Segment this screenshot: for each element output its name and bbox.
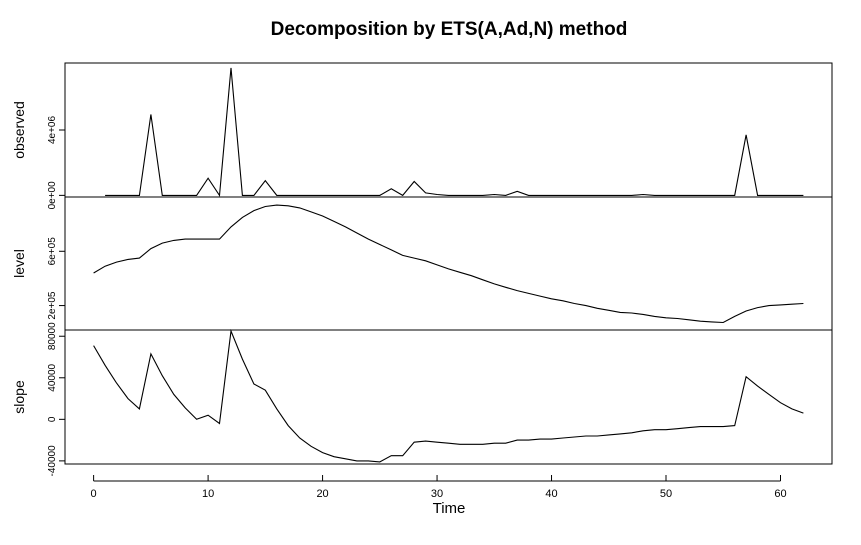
series-line-level <box>93 204 804 324</box>
panel-frame-slope <box>64 329 833 465</box>
panel-observed: 0e+00 4e+06 observed <box>11 62 833 210</box>
series-line-observed <box>105 67 804 198</box>
x-axis: 0 10 20 30 40 50 60 <box>91 475 787 500</box>
panel-frame-level <box>64 196 833 331</box>
y-tick-label-slope: -40000 <box>47 445 58 477</box>
x-tick-label: 10 <box>202 488 214 500</box>
y-tick-label-level: 2e+05 <box>47 291 58 320</box>
x-tick-label: 60 <box>774 488 786 500</box>
panels-group: 0e+00 4e+06 observed 2e+05 6e+05 level -40000 0… <box>11 62 833 477</box>
y-tick-label-observed: 4e+06 <box>47 116 58 145</box>
x-tick-label: 20 <box>316 488 328 500</box>
panel-frame-observed <box>64 62 833 198</box>
y-tick-label-slope: 0 <box>47 416 58 422</box>
x-tick-label: 40 <box>545 488 557 500</box>
x-tick-label: 50 <box>660 488 672 500</box>
x-tick-label: 0 <box>91 488 97 500</box>
y-tick-label-observed: 0e+00 <box>47 181 58 210</box>
panel-level: 2e+05 6e+05 level <box>11 196 833 331</box>
panel-slope: -40000 0 40000 80000 slope <box>11 322 833 477</box>
chart-title: Decomposition by ETS(A,Ad,N) method <box>271 19 628 40</box>
y-tick-label-level: 6e+05 <box>47 237 58 266</box>
x-tick-label: 30 <box>431 488 443 500</box>
y-tick-label-slope: 40000 <box>47 363 58 391</box>
panel-label-slope: slope <box>11 380 27 414</box>
series-line-slope <box>93 328 804 463</box>
y-tick-label-slope: 80000 <box>47 322 58 350</box>
panel-label-level: level <box>11 249 27 278</box>
x-axis-label: Time <box>433 500 466 517</box>
panel-label-observed: observed <box>11 101 27 159</box>
